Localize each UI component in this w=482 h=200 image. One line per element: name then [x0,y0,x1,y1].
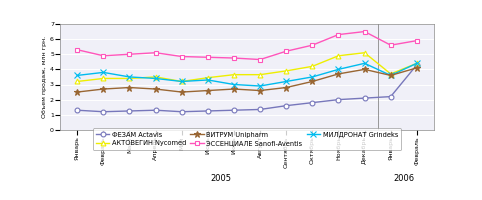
ФЕЗАМ Actavis [127,110,133,112]
ФЕЗАМ Actavis [335,98,341,101]
ЭССЕНЦИАЛЕ Sanofi-Aventis [257,58,263,61]
Line: АКТОВЕГИН Nycomed: АКТОВЕГИН Nycomed [75,50,419,84]
ФЕЗАМ Actavis [257,108,263,111]
АКТОВЕГИН Nycomed [414,62,420,65]
ЭССЕНЦИАЛЕ Sanofi-Aventis [100,55,106,57]
АКТОВЕГИН Nycomed [335,55,341,57]
ЭССЕНЦИАЛЕ Sanofi-Aventis [414,39,420,42]
АКТОВЕГИН Nycomed [388,73,394,75]
Line: ФЕЗАМ Actavis: ФЕЗАМ Actavis [75,62,419,114]
Line: ВИТРУМ Unipharm: ВИТРУМ Unipharm [74,65,420,95]
ЭССЕНЦИАЛЕ Sanofi-Aventis [231,57,237,59]
ЭССЕНЦИАЛЕ Sanofi-Aventis [205,56,211,58]
ВИТРУМ Unipharm [414,67,420,69]
АКТОВЕГИН Nycomed [74,80,80,83]
АКТОВЕГИН Nycomed [205,76,211,79]
МИЛДРОНАТ Grindeks [179,80,185,83]
ВИТРУМ Unipharm [335,73,341,75]
МИЛДРОНАТ Grindeks [388,74,394,77]
ФЕЗАМ Actavis [231,109,237,111]
АКТОВЕГИН Nycomed [283,70,289,72]
Text: 2006: 2006 [393,174,415,183]
МИЛДРОНАТ Grindeks [153,77,159,80]
ВИТРУМ Unipharm [179,91,185,93]
ВИТРУМ Unipharm [74,91,80,93]
ВИТРУМ Unipharm [153,88,159,90]
ВИТРУМ Unipharm [127,86,133,89]
МИЛДРОНАТ Grindeks [100,71,106,74]
АКТОВЕГИН Nycomed [127,77,133,80]
МИЛДРОНАТ Grindeks [74,74,80,77]
Line: МИЛДРОНАТ Grindeks: МИЛДРОНАТ Grindeks [74,60,420,89]
МИЛДРОНАТ Grindeks [283,80,289,83]
ВИТРУМ Unipharm [283,86,289,89]
ФЕЗАМ Actavis [100,111,106,113]
ФЕЗАМ Actavis [179,111,185,113]
ВИТРУМ Unipharm [309,80,315,83]
ЭССЕНЦИАЛЕ Sanofi-Aventis [388,44,394,46]
Text: 2005: 2005 [211,174,231,183]
ЭССЕНЦИАЛЕ Sanofi-Aventis [74,49,80,51]
АКТОВЕГИН Nycomed [309,65,315,68]
ЭССЕНЦИАЛЕ Sanofi-Aventis [283,50,289,52]
ФЕЗАМ Actavis [153,109,159,111]
МИЛДРОНАТ Grindeks [127,76,133,78]
АКТОВЕГИН Nycomed [257,73,263,76]
АКТОВЕГИН Nycomed [100,77,106,80]
ЭССЕНЦИАЛЕ Sanofi-Aventis [309,44,315,46]
ЭССЕНЦИАЛЕ Sanofi-Aventis [179,55,185,58]
МИЛДРОНАТ Grindeks [257,85,263,87]
АКТОВЕГИН Nycomed [231,73,237,76]
ВИТРУМ Unipharm [100,88,106,90]
МИЛДРОНАТ Grindeks [362,62,367,65]
ВИТРУМ Unipharm [388,74,394,77]
МИЛДРОНАТ Grindeks [414,62,420,65]
Line: ЭССЕНЦИАЛЕ Sanofi-Aventis: ЭССЕНЦИАЛЕ Sanofi-Aventis [75,29,419,62]
ФЕЗАМ Actavis [388,95,394,98]
МИЛДРОНАТ Grindeks [205,79,211,81]
ЭССЕНЦИАЛЕ Sanofi-Aventis [335,33,341,36]
ФЕЗАМ Actavis [205,110,211,112]
ФЕЗАМ Actavis [414,64,420,66]
Legend: ФЕЗАМ Actavis, АКТОВЕГИН Nycomed, ВИТРУМ Unipharm, ЭССЕНЦИАЛЕ Sanofi-Aventis, МИ: ФЕЗАМ Actavis, АКТОВЕГИН Nycomed, ВИТРУМ… [93,128,402,150]
АКТОВЕГИН Nycomed [153,76,159,78]
Y-axis label: Объем продаж, млн грн.: Объем продаж, млн грн. [42,36,47,118]
ВИТРУМ Unipharm [257,89,263,92]
МИЛДРОНАТ Grindeks [335,68,341,71]
ЭССЕНЦИАЛЕ Sanofi-Aventis [153,52,159,54]
ЭССЕНЦИАЛЕ Sanofi-Aventis [362,30,367,33]
МИЛДРОНАТ Grindeks [309,76,315,78]
ФЕЗАМ Actavis [362,97,367,99]
МИЛДРОНАТ Grindeks [231,83,237,86]
ВИТРУМ Unipharm [205,89,211,92]
АКТОВЕГИН Nycomed [179,80,185,83]
ФЕЗАМ Actavis [309,101,315,104]
ФЕЗАМ Actavis [74,109,80,111]
ВИТРУМ Unipharm [362,68,367,71]
АКТОВЕГИН Nycomed [362,52,367,54]
ФЕЗАМ Actavis [283,104,289,107]
ВИТРУМ Unipharm [231,88,237,90]
ЭССЕНЦИАЛЕ Sanofi-Aventis [127,53,133,55]
